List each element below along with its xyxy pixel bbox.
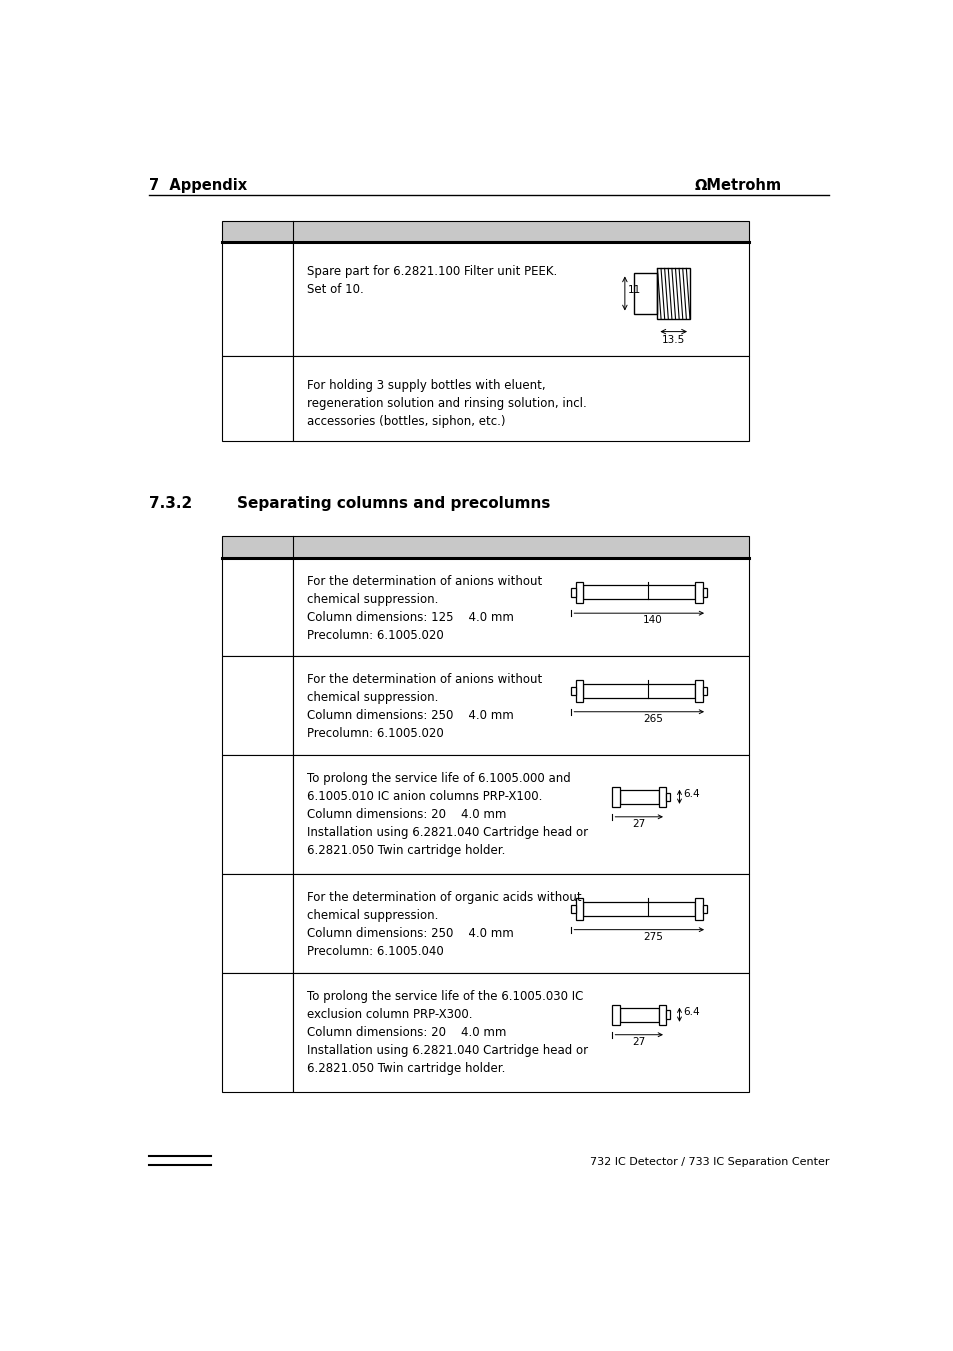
Text: 265: 265 — [642, 715, 662, 724]
Text: 7.3.2: 7.3.2 — [149, 496, 192, 511]
Bar — [657, 269, 689, 319]
Bar — [582, 902, 695, 916]
Bar — [658, 786, 665, 807]
Text: To prolong the service life of 6.1005.000 and
6.1005.010 IC anion columns PRP-X1: To prolong the service life of 6.1005.00… — [307, 771, 587, 857]
Bar — [221, 220, 748, 242]
Bar — [612, 786, 619, 807]
Text: To prolong the service life of the 6.1005.030 IC
exclusion column PRP-X300.
Colu: To prolong the service life of the 6.100… — [307, 990, 587, 1075]
Bar — [575, 898, 582, 920]
Text: Spare part for 6.2821.100 Filter unit PEEK.
Set of 10.: Spare part for 6.2821.100 Filter unit PE… — [307, 265, 557, 296]
Text: 27: 27 — [632, 1038, 645, 1047]
Bar — [293, 973, 748, 1092]
Bar — [665, 793, 669, 801]
Bar — [665, 1011, 669, 1019]
Text: 140: 140 — [642, 616, 662, 626]
Bar — [293, 242, 748, 357]
Bar — [571, 905, 575, 913]
Bar — [575, 680, 582, 701]
Bar — [221, 755, 293, 874]
Bar — [293, 657, 748, 755]
Text: 7  Appendix: 7 Appendix — [149, 178, 247, 193]
Text: 6.4: 6.4 — [682, 789, 700, 798]
Text: 732 IC Detector / 733 IC Separation Center: 732 IC Detector / 733 IC Separation Cent… — [589, 1158, 828, 1167]
Text: For holding 3 supply bottles with eluent,
regeneration solution and rinsing solu: For holding 3 supply bottles with eluent… — [307, 380, 586, 428]
Bar — [221, 657, 293, 755]
Bar — [695, 898, 702, 920]
Bar — [293, 357, 748, 440]
Bar — [221, 973, 293, 1092]
Text: Separating columns and precolumns: Separating columns and precolumns — [236, 496, 550, 511]
Bar — [221, 536, 748, 558]
Bar — [221, 357, 293, 440]
Bar — [582, 585, 695, 600]
Bar — [221, 874, 293, 973]
Bar — [695, 680, 702, 701]
Text: 11: 11 — [627, 285, 640, 296]
Bar — [702, 905, 706, 913]
Bar — [658, 1005, 665, 1024]
Bar — [293, 755, 748, 874]
Bar — [702, 588, 706, 597]
Text: ΩMetrohm: ΩMetrohm — [694, 178, 781, 193]
Bar — [293, 874, 748, 973]
Bar — [702, 686, 706, 696]
Bar — [221, 558, 293, 657]
Bar — [634, 273, 657, 313]
Text: 6.4: 6.4 — [682, 1006, 700, 1016]
Text: For the determination of anions without
chemical suppression.
Column dimensions:: For the determination of anions without … — [307, 673, 541, 740]
Bar — [575, 582, 582, 603]
Bar — [619, 790, 658, 804]
Bar — [695, 582, 702, 603]
Text: For the determination of anions without
chemical suppression.
Column dimensions:: For the determination of anions without … — [307, 574, 541, 642]
Text: 275: 275 — [642, 932, 662, 942]
Bar — [571, 588, 575, 597]
Bar — [571, 686, 575, 696]
Bar — [293, 558, 748, 657]
Bar — [619, 1008, 658, 1021]
Text: 27: 27 — [632, 819, 645, 830]
Bar — [221, 242, 293, 357]
Text: For the determination of organic acids without
chemical suppression.
Column dime: For the determination of organic acids w… — [307, 892, 580, 958]
Bar — [612, 1005, 619, 1024]
Bar — [582, 684, 695, 698]
Text: 13.5: 13.5 — [661, 335, 684, 345]
